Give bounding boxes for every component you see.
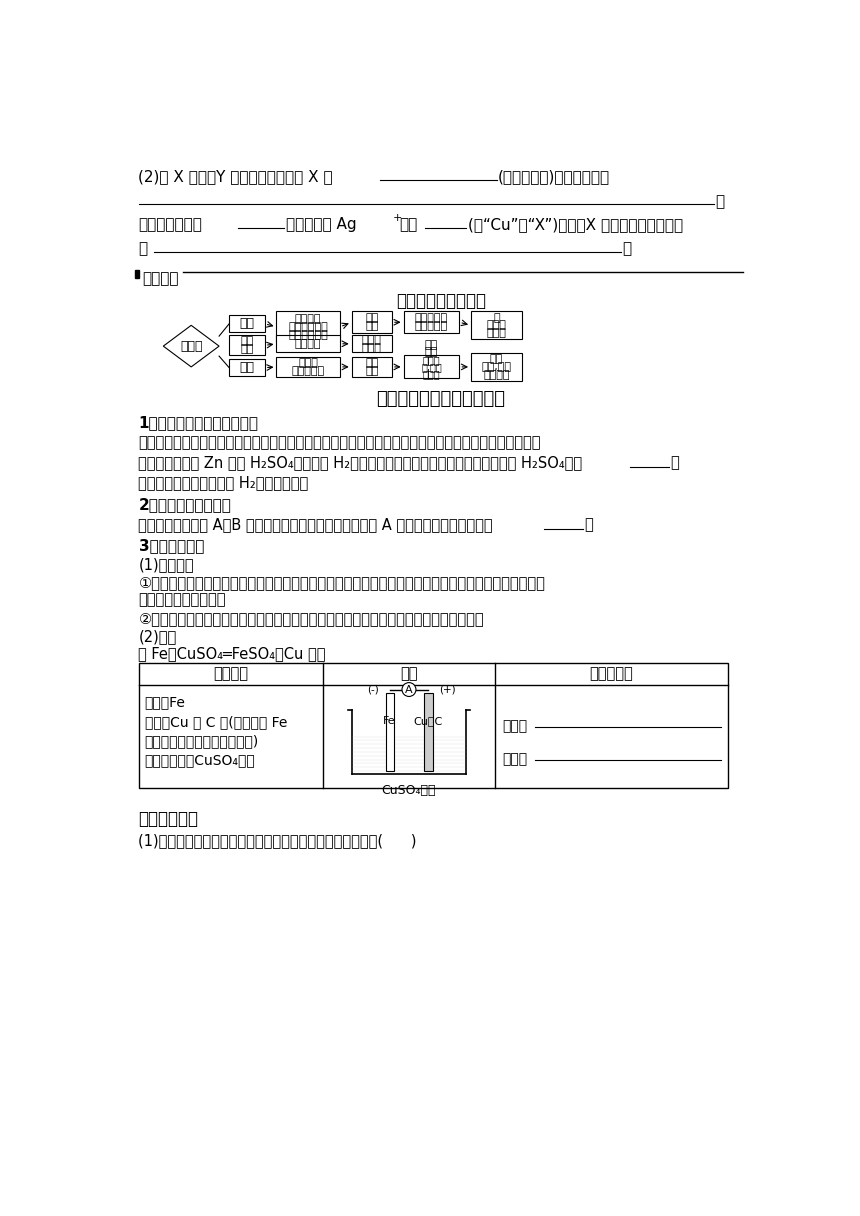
Circle shape	[402, 682, 416, 697]
Text: 原电池: 原电池	[180, 339, 202, 353]
Text: 正极：: 正极：	[503, 753, 528, 766]
Text: CuSO₄溶液: CuSO₄溶液	[382, 784, 436, 798]
Text: 电极不断: 电极不断	[483, 370, 510, 379]
Text: Cu或C: Cu或C	[414, 716, 443, 726]
Bar	[471, 311, 522, 339]
Text: (填电极名称)，判断依据：: (填电极名称)，判断依据：	[498, 169, 611, 184]
Text: (+): (+)	[439, 685, 456, 694]
Text: 的非金属: 的非金属	[295, 314, 322, 325]
Text: (1)原电池中，负极材料的活泼性一定强于正极材料的活泼性(      ): (1)原电池中，负极材料的活泼性一定强于正极材料的活泼性( )	[138, 833, 417, 848]
Text: 的金属: 的金属	[298, 358, 318, 368]
Text: 归纳总结: 归纳总结	[143, 271, 179, 286]
Text: 3．设计原电池: 3．设计原电池	[138, 539, 204, 553]
Bar	[352, 336, 392, 353]
Text: 电极增: 电极增	[487, 328, 507, 338]
Bar	[352, 358, 392, 377]
Text: ②画：连接电路形成闭合回路，画出原电池示意图，在图上标注电极材料，电解质溶液。: ②画：连接电路形成闭合回路，画出原电池示意图，在图上标注电极材料，电解质溶液。	[138, 610, 484, 626]
Text: 电子流入，: 电子流入，	[415, 321, 448, 331]
Bar	[229, 315, 265, 332]
Text: 子移向: 子移向	[422, 355, 440, 365]
Text: 负极：Fe: 负极：Fe	[144, 696, 186, 710]
Text: 在原电池中，氧化反应和还原反应分别在两极进行，使溶液中粒子运动相互间的干扰减小，使反应加快。: 在原电池中，氧化反应和还原反应分别在两极进行，使溶液中粒子运动相互间的干扰减小，…	[138, 435, 541, 450]
Text: 离子流: 离子流	[362, 343, 382, 353]
Text: (2)实例: (2)实例	[138, 630, 177, 644]
Text: ①找：一般给定氧化还原反应的还原剂作负极，氧化剂作电解质溶液，比负极活泼性弱的金属或石墨等能: ①找：一般给定氧化还原反应的还原剂作负极，氧化剂作电解质溶液，比负极活泼性弱的金…	[138, 575, 545, 591]
Text: 负极: 负极	[239, 361, 255, 375]
Text: 例如：实验室用 Zn 和稀 H₂SO₄反应制取 H₂，常用粗锌。原因是粗锌中的杂质和锌、稀 H₂SO₄形成: 例如：实验室用 Zn 和稀 H₂SO₄反应制取 H₂，常用粗锌。原因是粗锌中的杂…	[138, 456, 582, 471]
Text: 电解质溶液：CuSO₄溶液: 电解质溶液：CuSO₄溶液	[144, 754, 255, 767]
Bar	[276, 358, 340, 377]
Text: 出,阴离: 出,阴离	[421, 362, 442, 372]
Text: 装置: 装置	[400, 666, 418, 682]
Text: 加快了锌的溶解，使产生 H₂的速率加快。: 加快了锌的溶解，使产生 H₂的速率加快。	[138, 475, 309, 490]
Bar	[276, 311, 340, 342]
Text: +: +	[393, 213, 402, 223]
Text: 导电的非金属作正极。: 导电的非金属作正极。	[138, 592, 226, 608]
Text: 电子向: 电子向	[362, 334, 382, 345]
Text: 为: 为	[138, 242, 148, 257]
Bar	[135, 270, 138, 277]
Text: 还原: 还原	[366, 321, 378, 331]
Text: 阳离子移向: 阳离子移向	[415, 314, 448, 323]
Text: 以 Fe＋CuSO₄═FeSO₄＋Cu 为例: 以 Fe＋CuSO₄═FeSO₄＋Cu 为例	[138, 647, 326, 662]
Text: 材料选择: 材料选择	[213, 666, 249, 682]
Text: 现象: 现象	[425, 347, 438, 356]
Text: (填“Cu”或“X”)电极。X 电极上的电极反应式: (填“Cu”或“X”)电极。X 电极上的电极反应式	[468, 216, 683, 232]
Bar	[425, 693, 433, 771]
Text: 反应: 反应	[366, 314, 378, 323]
Text: 正极：Cu 或 C 等(活泼性比 Fe: 正极：Cu 或 C 等(活泼性比 Fe	[144, 715, 287, 728]
Text: 电极: 电极	[425, 340, 438, 350]
Text: 移向: 移向	[399, 216, 417, 232]
Text: 2．比较金属的活动性: 2．比较金属的活动性	[138, 497, 231, 512]
Bar	[403, 355, 459, 378]
Text: ，: ，	[670, 456, 679, 471]
Text: 极料: 极料	[241, 337, 254, 347]
Text: 电材: 电材	[241, 344, 254, 354]
Text: 。: 。	[584, 517, 593, 533]
Text: ，溶液中的 Ag: ，溶液中的 Ag	[286, 216, 356, 232]
Polygon shape	[163, 326, 219, 367]
Text: ；: ；	[716, 193, 724, 209]
Bar	[403, 311, 459, 333]
Text: 还原性较強: 还原性较強	[292, 366, 325, 376]
Text: 氧化: 氧化	[366, 366, 378, 376]
Bar	[276, 336, 340, 353]
Text: 正极: 正极	[239, 317, 255, 331]
Text: 反应: 反应	[366, 358, 378, 368]
Text: A: A	[405, 685, 413, 694]
Text: (1)设计思路: (1)设计思路	[138, 557, 194, 572]
Text: Fe: Fe	[384, 716, 396, 726]
Text: 负极：: 负极：	[503, 719, 528, 733]
Text: 一般，若两种金属 A、B 与电解质溶液构成原电池，若金属 A 作负极，则金属活动性：: 一般，若两种金属 A、B 与电解质溶液构成原电池，若金属 A 作负极，则金属活动…	[138, 517, 493, 533]
Text: 重或不: 重或不	[487, 320, 507, 331]
Text: 电子流: 电子流	[422, 368, 440, 379]
Text: 「正误判断」: 「正误判断」	[138, 810, 199, 828]
Text: 溶解,质量: 溶解,质量	[482, 362, 512, 372]
Text: 二、原电池工作原理的应用: 二、原电池工作原理的应用	[377, 390, 506, 409]
Text: (-): (-)	[367, 685, 378, 694]
Text: 还原性较弱的: 还原性较弱的	[288, 330, 329, 339]
Text: 金属或能导电: 金属或能导电	[288, 322, 329, 332]
Text: 铜电极的名称是: 铜电极的名称是	[138, 216, 202, 232]
Bar	[229, 336, 265, 355]
Text: (2)若 X 为銀，Y 为突酸銀溶液，则 X 为: (2)若 X 为銀，Y 为突酸銀溶液，则 X 为	[138, 169, 333, 184]
Bar	[471, 353, 522, 381]
Text: 反应类型: 反应类型	[295, 339, 322, 349]
Text: 1．加快氧化还原反应的进行: 1．加快氧化还原反应的进行	[138, 416, 259, 430]
Bar	[386, 693, 394, 771]
Text: 。: 。	[622, 242, 631, 257]
Text: 变: 变	[494, 313, 500, 322]
Text: 电极反应式: 电极反应式	[589, 666, 633, 682]
Bar	[138, 664, 728, 788]
Bar	[229, 359, 265, 376]
Text: 电极名称的判断方法: 电极名称的判断方法	[396, 292, 486, 310]
Bar	[352, 311, 392, 333]
Text: 差的金属或导电的石墨棒均可): 差的金属或导电的石墨棒均可)	[144, 734, 259, 748]
Text: 减小: 减小	[490, 354, 503, 365]
